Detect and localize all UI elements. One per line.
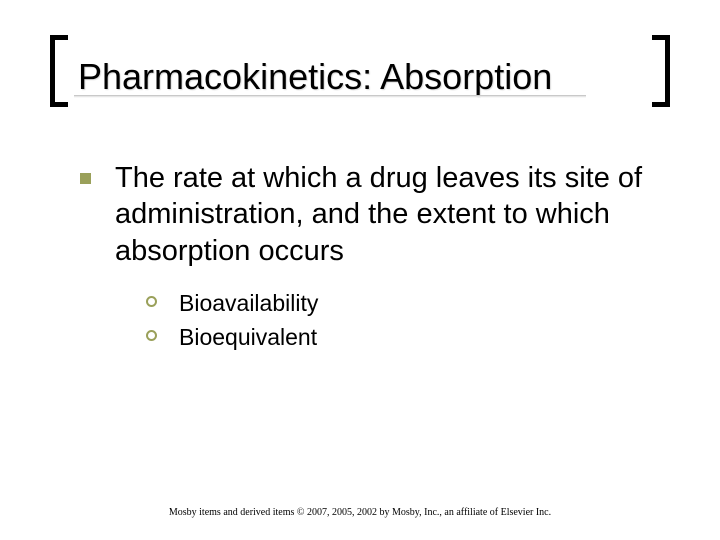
level1-text: The rate at which a drug leaves its site… [115,160,650,269]
list-item: The rate at which a drug leaves its site… [80,160,650,269]
bracket-right-icon [652,35,670,107]
copyright-footer: Mosby items and derived items © 2007, 20… [0,507,720,518]
content-area: The rate at which a drug leaves its site… [80,160,650,357]
sublist: Bioavailability Bioequivalent [146,289,650,353]
slide: Pharmacokinetics: Absorption The rate at… [0,0,720,540]
bracket-left-icon [50,35,68,107]
circle-bullet-icon [146,330,157,341]
title-underline [74,95,586,98]
square-bullet-icon [80,173,91,184]
level2-text: Bioavailability [179,289,318,319]
title-container: Pharmacokinetics: Absorption [50,55,670,97]
slide-title: Pharmacokinetics: Absorption [50,55,670,97]
level2-text: Bioequivalent [179,323,317,353]
circle-bullet-icon [146,296,157,307]
list-item: Bioavailability [146,289,650,319]
list-item: Bioequivalent [146,323,650,353]
